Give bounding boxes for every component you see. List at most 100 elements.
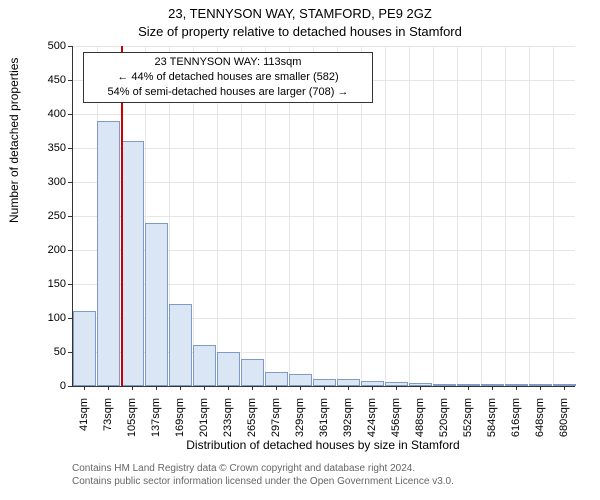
x-tick-label: 169sqm: [174, 398, 186, 448]
y-tick-label: 300: [36, 176, 66, 188]
gridline-h: [73, 216, 575, 217]
x-tick-mark: [252, 386, 253, 390]
gridline-v: [529, 46, 530, 386]
histogram-bar: [457, 384, 480, 386]
histogram-bar: [73, 311, 96, 386]
y-tick-label: 450: [36, 74, 66, 86]
x-tick-label: 105sqm: [126, 398, 138, 448]
gridline-h: [73, 46, 575, 47]
x-tick-label: 233sqm: [222, 398, 234, 448]
x-tick-label: 456sqm: [390, 398, 402, 448]
histogram-bar: [553, 384, 576, 386]
x-tick-mark: [516, 386, 517, 390]
x-tick-label: 73sqm: [102, 398, 114, 448]
histogram-bar: [337, 379, 360, 386]
footer-line2: Contains public sector information licen…: [72, 475, 600, 488]
gridline-v: [457, 46, 458, 386]
x-tick-mark: [276, 386, 277, 390]
y-tick-mark: [68, 386, 72, 387]
y-tick-mark: [68, 318, 72, 319]
footer-line1: Contains HM Land Registry data © Crown c…: [72, 462, 600, 475]
x-tick-label: 520sqm: [438, 398, 450, 448]
y-axis-label: Number of detached properties: [7, 207, 21, 223]
page-title-line1: 23, TENNYSON WAY, STAMFORD, PE9 2GZ: [0, 6, 600, 21]
y-tick-mark: [68, 352, 72, 353]
x-tick-mark: [204, 386, 205, 390]
histogram-bar: [481, 384, 504, 386]
gridline-h: [73, 114, 575, 115]
y-tick-mark: [68, 250, 72, 251]
histogram-bar: [313, 379, 336, 386]
histogram-bar: [217, 352, 240, 386]
y-tick-label: 500: [36, 40, 66, 52]
x-tick-label: 584sqm: [486, 398, 498, 448]
histogram-bar: [145, 223, 168, 386]
x-tick-label: 648sqm: [534, 398, 546, 448]
x-tick-mark: [300, 386, 301, 390]
annotation-line: ← 44% of detached houses are smaller (58…: [88, 70, 368, 85]
gridline-h: [73, 182, 575, 183]
x-tick-mark: [180, 386, 181, 390]
histogram-bar: [121, 141, 144, 386]
histogram-bar: [169, 304, 192, 386]
x-tick-label: 680sqm: [558, 398, 570, 448]
gridline-v: [385, 46, 386, 386]
y-tick-mark: [68, 114, 72, 115]
histogram-bar: [409, 383, 432, 386]
x-tick-label: 297sqm: [270, 398, 282, 448]
x-tick-label: 137sqm: [150, 398, 162, 448]
x-tick-mark: [564, 386, 565, 390]
histogram-bar: [505, 384, 528, 386]
histogram-bar: [265, 372, 288, 386]
x-tick-label: 361sqm: [318, 398, 330, 448]
chart-container: 23, TENNYSON WAY, STAMFORD, PE9 2GZ Size…: [0, 0, 600, 500]
x-tick-mark: [468, 386, 469, 390]
histogram-bar: [241, 359, 264, 386]
x-tick-label: 41sqm: [78, 398, 90, 448]
gridline-v: [409, 46, 410, 386]
x-tick-mark: [396, 386, 397, 390]
x-tick-mark: [444, 386, 445, 390]
x-tick-mark: [372, 386, 373, 390]
annotation-line: 23 TENNYSON WAY: 113sqm: [88, 55, 368, 70]
x-tick-label: 552sqm: [462, 398, 474, 448]
y-tick-mark: [68, 148, 72, 149]
x-tick-label: 616sqm: [510, 398, 522, 448]
x-tick-label: 329sqm: [294, 398, 306, 448]
histogram-bar: [385, 382, 408, 386]
footer-attribution: Contains HM Land Registry data © Crown c…: [0, 462, 600, 488]
annotation-box: 23 TENNYSON WAY: 113sqm← 44% of detached…: [83, 52, 373, 103]
y-tick-label: 350: [36, 142, 66, 154]
histogram-bar: [529, 384, 552, 386]
x-tick-label: 265sqm: [246, 398, 258, 448]
y-tick-label: 150: [36, 278, 66, 290]
page-title-line2: Size of property relative to detached ho…: [0, 24, 600, 39]
gridline-v: [481, 46, 482, 386]
x-tick-label: 424sqm: [366, 398, 378, 448]
x-tick-mark: [348, 386, 349, 390]
y-tick-label: 400: [36, 108, 66, 120]
y-tick-mark: [68, 80, 72, 81]
x-tick-mark: [108, 386, 109, 390]
annotation-line: 54% of semi-detached houses are larger (…: [88, 85, 368, 100]
gridline-v: [505, 46, 506, 386]
histogram-bar: [361, 381, 384, 386]
histogram-bar: [289, 374, 312, 386]
x-tick-mark: [156, 386, 157, 390]
x-tick-mark: [132, 386, 133, 390]
histogram-chart: 23 TENNYSON WAY: 113sqm← 44% of detached…: [72, 46, 574, 386]
y-tick-mark: [68, 216, 72, 217]
histogram-bar: [433, 384, 456, 386]
x-tick-label: 201sqm: [198, 398, 210, 448]
gridline-h: [73, 148, 575, 149]
gridline-v: [553, 46, 554, 386]
x-tick-label: 392sqm: [342, 398, 354, 448]
gridline-v: [433, 46, 434, 386]
histogram-bar: [193, 345, 216, 386]
x-tick-mark: [540, 386, 541, 390]
y-tick-mark: [68, 182, 72, 183]
y-tick-label: 250: [36, 210, 66, 222]
plot-area: 23 TENNYSON WAY: 113sqm← 44% of detached…: [72, 46, 575, 387]
y-tick-label: 100: [36, 312, 66, 324]
x-tick-mark: [84, 386, 85, 390]
